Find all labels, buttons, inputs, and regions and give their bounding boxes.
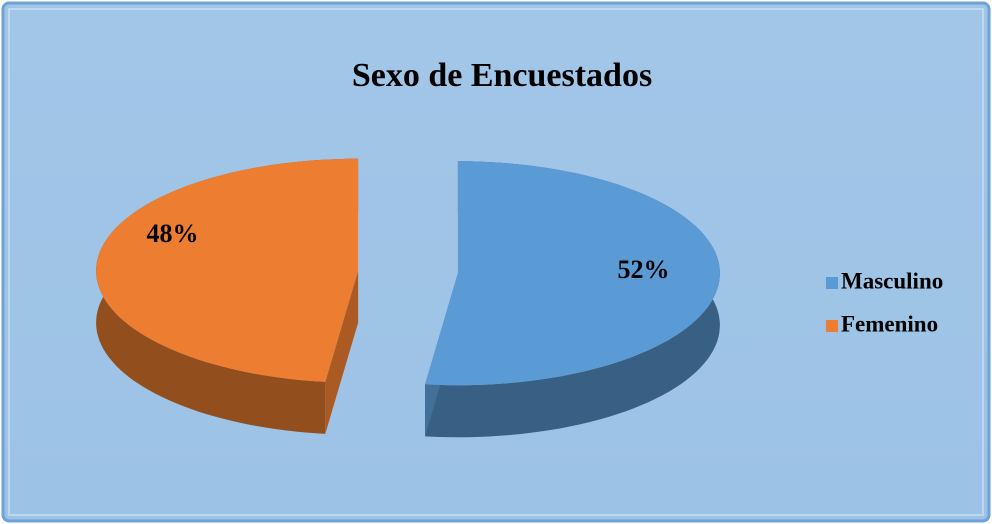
- legend-swatch: [826, 320, 838, 332]
- data-label: 52%: [618, 255, 670, 284]
- legend-swatch: [826, 277, 838, 289]
- slice: [96, 158, 359, 382]
- slice-side: [325, 270, 359, 434]
- legend-label: Masculino: [841, 268, 943, 293]
- chart-title: Sexo de Encuestados: [352, 57, 652, 94]
- legend-label: Femenino: [841, 311, 938, 336]
- data-label: 48%: [146, 219, 198, 248]
- chart-border: [8, 8, 984, 516]
- slice: [425, 161, 720, 386]
